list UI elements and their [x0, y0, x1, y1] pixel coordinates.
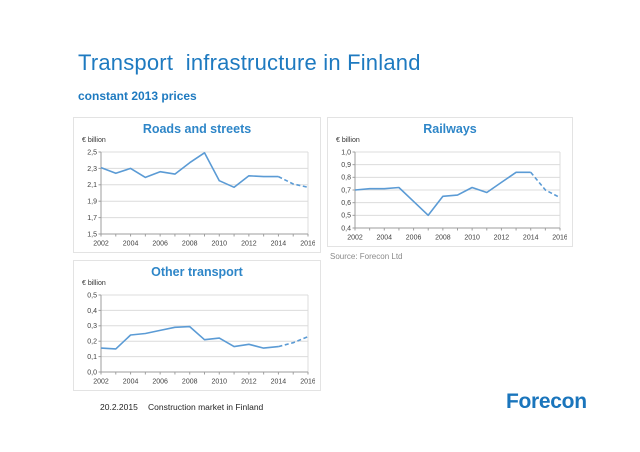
svg-text:2006: 2006: [152, 241, 168, 248]
line-chart-other-transport-svg: 0,0 0,1 0,2 0,3 0,4 0,5 2002 2004 2006 2008 2010 20…: [87, 292, 315, 386]
svg-text:0,1: 0,1: [87, 354, 97, 361]
chart-panel-railways: Railways € billion 0,4 0,5 0,6 0,7 0,8 0,9 1,0…: [327, 117, 573, 247]
svg-text:1,9: 1,9: [87, 199, 97, 206]
svg-text:0,8: 0,8: [341, 175, 351, 182]
svg-text:0,7: 0,7: [341, 187, 351, 194]
svg-text:0,4: 0,4: [341, 225, 351, 232]
svg-text:2012: 2012: [241, 241, 257, 248]
svg-text:2004: 2004: [123, 241, 139, 248]
svg-text:2010: 2010: [464, 235, 480, 242]
svg-text:2002: 2002: [93, 379, 109, 386]
svg-text:1,7: 1,7: [87, 215, 97, 222]
svg-text:2004: 2004: [376, 235, 392, 242]
line-chart-railways-svg: 0,4 0,5 0,6 0,7 0,8 0,9 1,0 2002 2004 2006 2008 201…: [341, 149, 567, 242]
forecon-logo: Forecon: [506, 390, 587, 413]
svg-text:1,5: 1,5: [87, 231, 97, 238]
footer-date: 20.2.2015: [100, 402, 138, 412]
svg-text:2008: 2008: [435, 235, 451, 242]
svg-text:0,4: 0,4: [87, 308, 97, 315]
svg-text:0,0: 0,0: [87, 369, 97, 376]
svg-text:2002: 2002: [93, 241, 109, 248]
svg-text:2,3: 2,3: [87, 166, 97, 173]
svg-text:2,5: 2,5: [87, 149, 97, 156]
svg-text:2006: 2006: [152, 379, 168, 386]
svg-text:2014: 2014: [271, 379, 287, 386]
footer-label: Construction market in Finland: [148, 402, 264, 412]
svg-text:0,9: 0,9: [341, 162, 351, 169]
svg-text:2002: 2002: [347, 235, 363, 242]
svg-text:0,6: 0,6: [341, 200, 351, 207]
svg-text:0,2: 0,2: [87, 339, 97, 346]
svg-text:0,3: 0,3: [87, 323, 97, 330]
svg-text:2008: 2008: [182, 379, 198, 386]
svg-text:2012: 2012: [494, 235, 510, 242]
svg-text:2012: 2012: [241, 379, 257, 386]
page-subtitle: constant 2013 prices: [78, 89, 197, 103]
svg-text:2016: 2016: [552, 235, 567, 242]
line-chart-railways: 0,4 0,5 0,6 0,7 0,8 0,9 1,0 2002 2004 2006 2008 201…: [331, 148, 567, 243]
svg-text:2016: 2016: [300, 241, 315, 248]
line-chart-roads: 1,5 1,7 1,9 2,1 2,3 2,5 2002 2004 2006 2008 2010 20…: [77, 148, 315, 249]
svg-text:0,5: 0,5: [87, 292, 97, 299]
svg-text:2014: 2014: [523, 235, 539, 242]
svg-text:1,0: 1,0: [341, 149, 351, 156]
svg-text:2,1: 2,1: [87, 182, 97, 189]
y-axis-unit-label: € billion: [336, 137, 360, 144]
chart-panel-other-transport: Other transport € billion 0,0 0,1 0,2 0,3 0,…: [73, 260, 321, 391]
svg-text:0,5: 0,5: [341, 213, 351, 220]
svg-text:2008: 2008: [182, 241, 198, 248]
line-chart-roads-svg: 1,5 1,7 1,9 2,1 2,3 2,5 2002 2004 2006 2008 2010 20…: [87, 149, 315, 248]
source-note: Source: Forecon Ltd: [330, 252, 403, 261]
chart-panel-roads: Roads and streets € billion 1,5 1,7 1,9 2,1…: [73, 117, 321, 253]
svg-text:2004: 2004: [123, 379, 139, 386]
chart-title-other-transport: Other transport: [151, 265, 243, 279]
svg-text:2010: 2010: [211, 241, 227, 248]
svg-text:2016: 2016: [300, 379, 315, 386]
svg-text:2010: 2010: [211, 379, 227, 386]
svg-text:2014: 2014: [271, 241, 287, 248]
page-title: Transport infrastructure in Finland: [78, 50, 421, 75]
line-chart-other-transport: 0,0 0,1 0,2 0,3 0,4 0,5 2002 2004 2006 2008 2010 20…: [77, 291, 315, 387]
chart-title-railways: Railways: [423, 122, 477, 136]
y-axis-unit-label: € billion: [82, 280, 106, 287]
y-axis-unit-label: € billion: [82, 137, 106, 144]
svg-text:2006: 2006: [406, 235, 422, 242]
chart-title-roads: Roads and streets: [142, 122, 252, 136]
